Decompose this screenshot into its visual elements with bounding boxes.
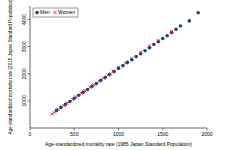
legend-label: Men — [40, 9, 50, 15]
x-axis-label: Age-standardized mortality rate (1985 Ja… — [45, 141, 192, 147]
legend-marker — [53, 11, 56, 14]
point — [130, 57, 133, 60]
point — [174, 28, 178, 32]
legend-marker — [35, 11, 39, 15]
legend-box — [33, 8, 78, 17]
chart-root: 0 500 1000 1500 2000 1000 2000 3000 4000 Age-stan… — [0, 0, 225, 150]
point — [134, 55, 138, 59]
point — [97, 79, 100, 82]
x-tick-label: 0 — [29, 131, 32, 137]
y-tick — [28, 100, 31, 101]
point — [130, 58, 134, 62]
point — [80, 92, 83, 95]
points — [50, 11, 200, 116]
y-axis-label: Age-standardized mortality rate (2015 Ja… — [8, 0, 13, 135]
y-tick-label: 2000 — [21, 68, 27, 79]
chart: 0 500 1000 1500 2000 1000 2000 3000 4000 Age-stan… — [0, 0, 225, 150]
point — [57, 108, 60, 111]
y-tick — [28, 73, 31, 74]
point — [188, 19, 192, 23]
point — [53, 111, 56, 114]
point — [170, 30, 173, 33]
x-tick-label: 500 — [70, 131, 79, 137]
point — [124, 61, 127, 64]
point — [157, 39, 160, 42]
point — [71, 98, 74, 101]
y-tick — [28, 46, 31, 47]
point — [152, 43, 156, 47]
y-tick — [28, 19, 31, 20]
point — [196, 11, 200, 15]
x-tick-label: 1500 — [157, 131, 168, 137]
point — [65, 101, 68, 104]
point — [148, 46, 152, 50]
point — [112, 70, 116, 74]
y-tick-label: 3000 — [21, 41, 27, 52]
point — [92, 83, 95, 86]
point — [83, 89, 86, 92]
legend-label: Women — [58, 9, 75, 15]
y-tick-label: 4000 — [21, 14, 27, 25]
point — [88, 86, 91, 89]
point — [117, 67, 121, 71]
plot-area — [30, 6, 207, 128]
point — [170, 31, 174, 35]
x-tick-label: 1000 — [113, 131, 124, 137]
point — [179, 24, 183, 28]
point — [117, 66, 120, 69]
point — [111, 70, 114, 73]
point — [139, 50, 142, 53]
point — [143, 49, 147, 53]
y-axis — [30, 6, 31, 128]
point — [74, 95, 77, 98]
point — [102, 76, 105, 79]
point — [165, 34, 169, 38]
point — [161, 37, 165, 41]
point — [148, 44, 151, 47]
y-tick-label: 1000 — [21, 95, 27, 106]
point — [62, 104, 65, 107]
x-tick-label: 2000 — [201, 131, 212, 137]
point — [106, 73, 109, 76]
